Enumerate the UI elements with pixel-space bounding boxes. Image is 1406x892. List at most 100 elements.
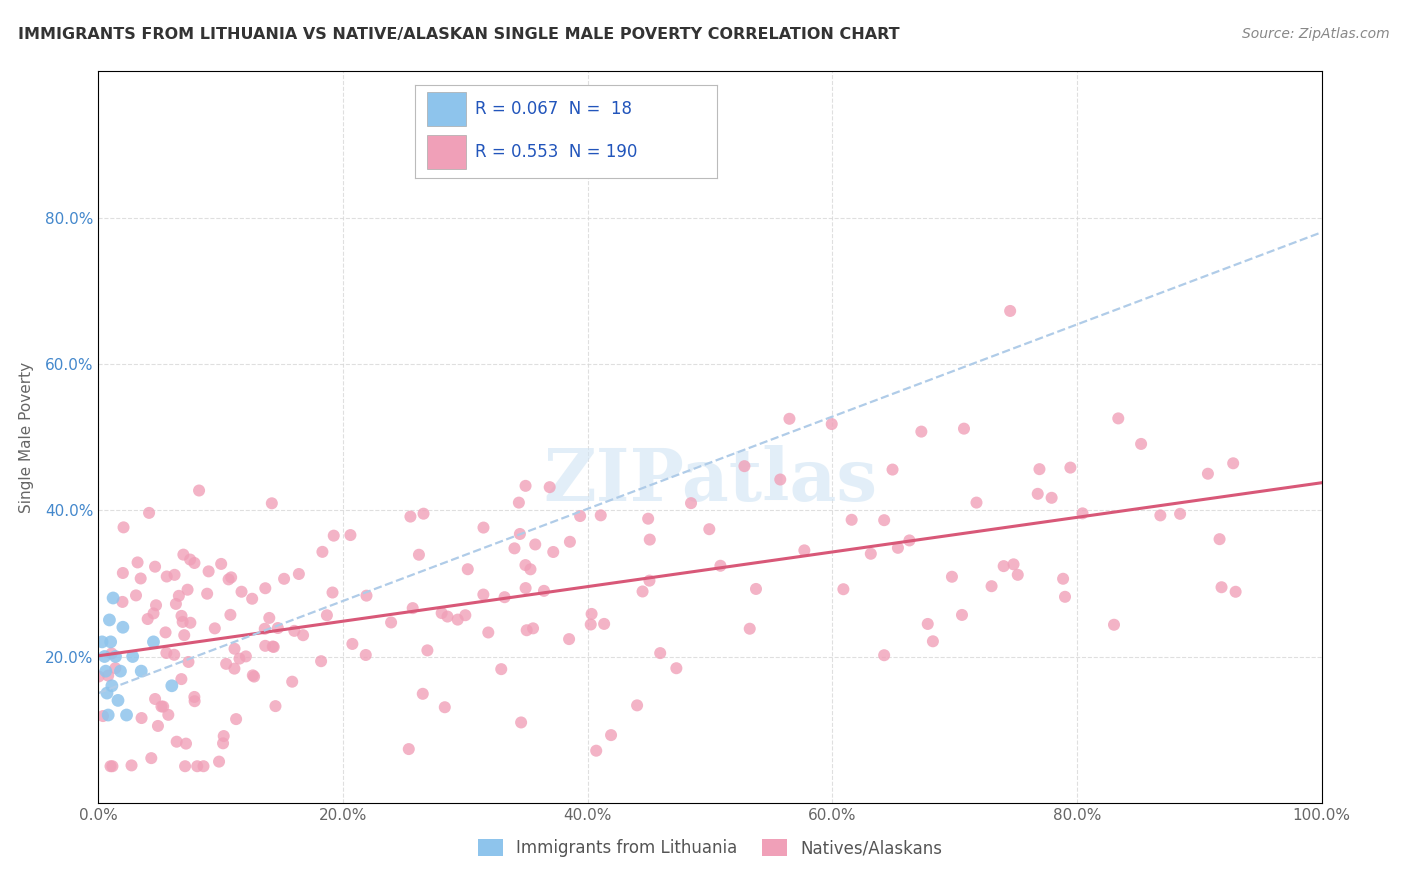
Point: [173, 628, 195, 642]
Point: [288, 566, 311, 581]
Point: [224, 662, 246, 676]
Point: [243, 669, 266, 683]
Point: [91, 709, 114, 723]
Text: Source: ZipAtlas.com: Source: ZipAtlas.com: [1241, 27, 1389, 41]
Point: [174, 759, 197, 773]
Point: [950, 607, 973, 622]
Point: [980, 579, 1002, 593]
Point: [163, 648, 186, 662]
Point: [100, 635, 122, 649]
Point: [174, 737, 197, 751]
Point: [898, 533, 921, 548]
Point: [179, 615, 201, 630]
Point: [101, 759, 124, 773]
Point: [104, 649, 127, 664]
Point: [922, 634, 945, 648]
Point: [263, 640, 285, 654]
Point: [225, 712, 247, 726]
Point: [436, 609, 458, 624]
Point: [472, 588, 495, 602]
Point: [519, 562, 541, 576]
Point: [309, 654, 332, 668]
Point: [186, 759, 208, 773]
Point: [457, 562, 479, 576]
Point: [267, 621, 290, 635]
Point: [430, 606, 453, 620]
Point: [697, 522, 720, 536]
Point: [793, 543, 815, 558]
Point: [145, 599, 167, 613]
Point: [447, 613, 470, 627]
Point: [579, 617, 602, 632]
Point: [638, 574, 661, 588]
Point: [129, 664, 152, 678]
Point: [1053, 590, 1076, 604]
Point: [208, 755, 231, 769]
Point: [569, 509, 592, 524]
Point: [97, 668, 120, 682]
Point: [197, 565, 219, 579]
Point: [1052, 572, 1074, 586]
Point: [509, 527, 531, 541]
Point: [131, 711, 153, 725]
Point: [177, 655, 200, 669]
Point: [558, 632, 581, 646]
Point: [589, 508, 612, 523]
Point: [165, 597, 187, 611]
Point: [380, 615, 402, 630]
Point: [637, 511, 659, 525]
Point: [273, 572, 295, 586]
Point: [172, 548, 194, 562]
Point: [193, 759, 215, 773]
Point: [259, 611, 281, 625]
Point: [1002, 558, 1025, 572]
Point: [254, 581, 277, 595]
Point: [356, 589, 378, 603]
Point: [170, 608, 193, 623]
Point: [354, 648, 377, 662]
Point: [832, 582, 855, 597]
Point: [212, 736, 235, 750]
Point: [665, 661, 688, 675]
Point: [600, 728, 623, 742]
Point: [638, 533, 661, 547]
Point: [143, 692, 166, 706]
Point: [142, 607, 165, 621]
Point: [887, 541, 910, 555]
Point: [111, 566, 134, 580]
Point: [733, 459, 755, 474]
Point: [146, 719, 169, 733]
Point: [416, 643, 439, 657]
Point: [100, 647, 122, 661]
Point: [339, 528, 361, 542]
Point: [188, 483, 211, 498]
Point: [472, 520, 495, 534]
Point: [454, 608, 477, 623]
Point: [101, 591, 124, 605]
Point: [183, 694, 205, 708]
Point: [110, 664, 132, 678]
Point: [172, 615, 194, 629]
Point: [107, 693, 129, 707]
Point: [538, 480, 561, 494]
Point: [408, 548, 430, 562]
Point: [215, 657, 238, 671]
Point: [709, 558, 731, 573]
Point: [1211, 580, 1233, 594]
Point: [321, 585, 343, 599]
Point: [941, 570, 963, 584]
Point: [399, 509, 422, 524]
Point: [1130, 437, 1153, 451]
Point: [522, 621, 544, 635]
Point: [311, 545, 333, 559]
Point: [292, 628, 315, 642]
Y-axis label: Single Male Poverty: Single Male Poverty: [18, 361, 34, 513]
Point: [593, 616, 616, 631]
Point: [127, 556, 149, 570]
Point: [910, 425, 932, 439]
Point: [993, 559, 1015, 574]
Point: [242, 668, 264, 682]
Point: [111, 595, 134, 609]
Point: [494, 590, 516, 604]
Point: [503, 541, 526, 556]
